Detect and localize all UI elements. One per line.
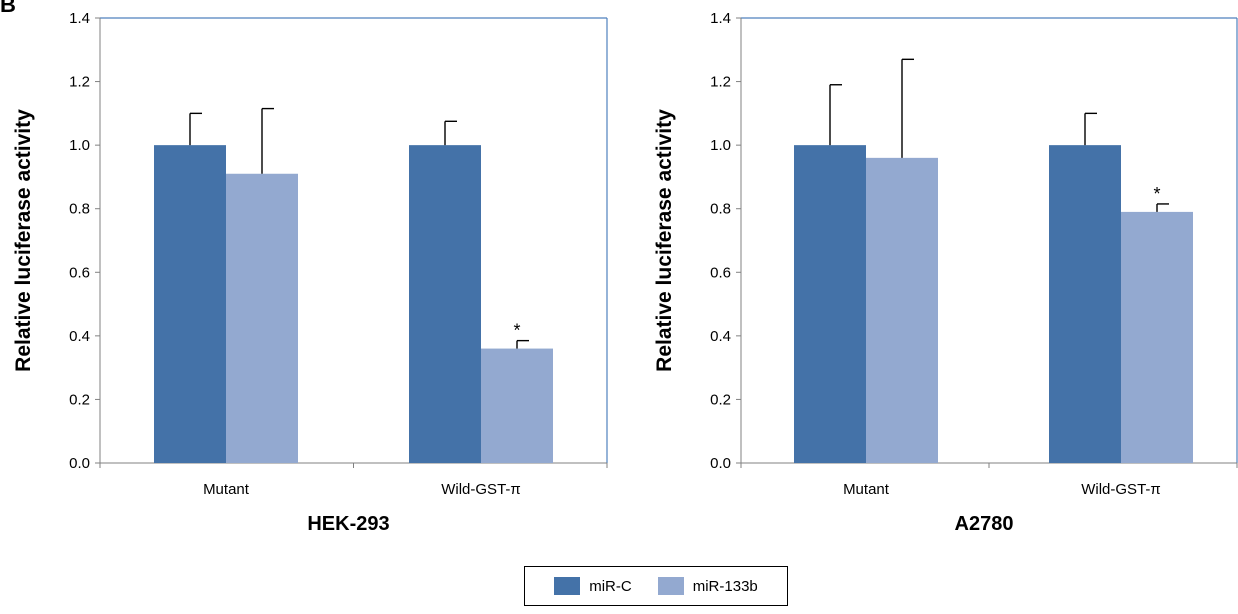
y-tick-label: 0.0 xyxy=(69,455,90,472)
y-tick-label: 0.6 xyxy=(69,264,90,281)
bar xyxy=(866,157,938,463)
y-axis-label: Relative luciferase activity xyxy=(653,109,676,372)
x-tick-label: Mutant xyxy=(843,481,890,498)
legend-swatch-mir-c xyxy=(554,577,581,595)
bar xyxy=(226,173,298,463)
y-tick-label: 1.2 xyxy=(69,74,90,91)
y-tick-label: 1.0 xyxy=(69,137,90,154)
legend-label-mir-c: miR-C xyxy=(589,577,632,595)
y-tick-label: 1.4 xyxy=(69,10,90,27)
bar xyxy=(409,145,481,463)
x-axis-title: A2780 xyxy=(955,513,1014,535)
legend-item-mir-c: miR-C xyxy=(554,577,632,595)
significance-marker: * xyxy=(1153,184,1160,204)
legend-swatch-mir-133b xyxy=(657,577,684,595)
y-tick-label: 0.8 xyxy=(69,201,90,218)
panel-letter: B xyxy=(0,0,16,17)
bar xyxy=(154,145,226,463)
y-tick-label: 0.4 xyxy=(69,328,90,345)
y-axis-label: Relative luciferase activity xyxy=(12,109,35,372)
y-tick-label: 1.2 xyxy=(710,74,731,91)
x-axis-title: HEK-293 xyxy=(307,513,389,535)
y-tick-label: 0.4 xyxy=(710,328,731,345)
legend-label-mir-133b: miR-133b xyxy=(692,577,758,595)
bar xyxy=(481,348,553,463)
legend-item-mir-133b: miR-133b xyxy=(657,577,758,595)
legend: miR-C miR-133b xyxy=(524,566,788,606)
significance-marker: * xyxy=(513,321,520,341)
y-tick-label: 0.0 xyxy=(710,455,731,472)
y-tick-label: 0.8 xyxy=(710,201,731,218)
y-tick-label: 0.6 xyxy=(710,264,731,281)
bar xyxy=(794,145,866,463)
y-tick-label: 0.2 xyxy=(69,391,90,408)
y-tick-label: 1.4 xyxy=(710,10,731,27)
y-tick-label: 0.2 xyxy=(710,391,731,408)
x-tick-label: Wild-GST-π xyxy=(1081,481,1161,498)
bar xyxy=(1049,145,1121,463)
bar xyxy=(1121,211,1193,463)
x-tick-label: Mutant xyxy=(203,481,250,498)
x-tick-label: Wild-GST-π xyxy=(441,481,521,498)
y-tick-label: 1.0 xyxy=(710,137,731,154)
